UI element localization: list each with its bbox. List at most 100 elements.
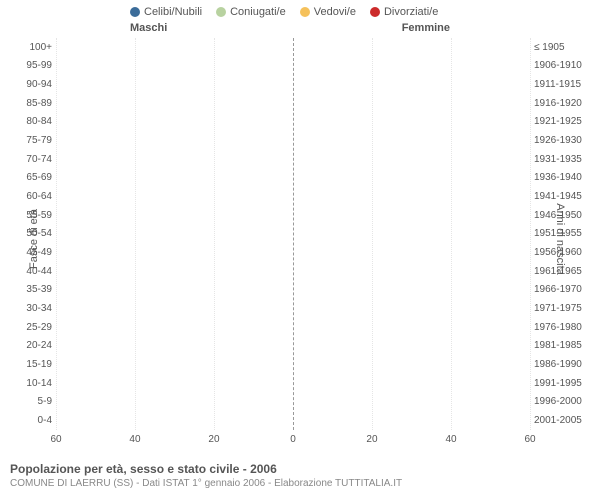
age-label: 75-79: [12, 135, 52, 146]
age-label: 95-99: [12, 60, 52, 71]
female-side: [293, 337, 530, 356]
male-side: [56, 225, 293, 244]
birth-label: 1956-1960: [534, 247, 594, 258]
birth-label: 1946-1950: [534, 210, 594, 221]
age-label: 100+: [12, 42, 52, 53]
age-row: 20-241981-1985: [56, 337, 530, 356]
birth-label: 1936-1940: [534, 172, 594, 183]
age-row: 5-91996-2000: [56, 393, 530, 412]
female-side: [293, 393, 530, 412]
female-side: [293, 169, 530, 188]
male-side: [56, 281, 293, 300]
age-label: 5-9: [12, 396, 52, 407]
age-label: 15-19: [12, 359, 52, 370]
gridline: [56, 38, 57, 430]
age-label: 55-59: [12, 210, 52, 221]
birth-label: 1996-2000: [534, 396, 594, 407]
birth-label: 1911-1915: [534, 79, 594, 90]
age-label: 10-14: [12, 378, 52, 389]
legend-swatch: [370, 7, 380, 17]
age-label: 85-89: [12, 98, 52, 109]
males-label: Maschi: [130, 22, 167, 34]
legend-item: Celibi/Nubili: [130, 6, 202, 18]
male-side: [56, 318, 293, 337]
birth-label: 1986-1990: [534, 359, 594, 370]
gridline: [372, 38, 373, 430]
legend-label: Vedovi/e: [314, 6, 356, 18]
legend-item: Vedovi/e: [300, 6, 356, 18]
male-side: [56, 131, 293, 150]
x-tick: 40: [129, 434, 140, 445]
age-row: 10-141991-1995: [56, 374, 530, 393]
age-row: 60-641941-1945: [56, 187, 530, 206]
age-row: 90-941911-1915: [56, 75, 530, 94]
age-row: 40-441961-1965: [56, 262, 530, 281]
age-row: 85-891916-1920: [56, 94, 530, 113]
legend-swatch: [300, 7, 310, 17]
age-label: 25-29: [12, 322, 52, 333]
female-side: [293, 374, 530, 393]
birth-label: 1931-1935: [534, 154, 594, 165]
female-side: [293, 411, 530, 430]
male-side: [56, 243, 293, 262]
age-row: 80-841921-1925: [56, 113, 530, 132]
birth-label: 1916-1920: [534, 98, 594, 109]
age-label: 60-64: [12, 191, 52, 202]
female-side: [293, 131, 530, 150]
legend: Celibi/Nubili Coniugati/e Vedovi/e Divorzia…: [0, 0, 600, 20]
age-row: 65-691936-1940: [56, 169, 530, 188]
pyramid-chart: Maschi Femmine Fasce di età Anni di nasc…: [0, 20, 600, 458]
male-side: [56, 57, 293, 76]
age-row: 50-541951-1955: [56, 225, 530, 244]
x-tick: 20: [366, 434, 377, 445]
age-row: 95-991906-1910: [56, 57, 530, 76]
legend-label: Divorziati/e: [384, 6, 438, 18]
male-side: [56, 337, 293, 356]
female-side: [293, 38, 530, 57]
female-side: [293, 94, 530, 113]
age-label: 30-34: [12, 303, 52, 314]
female-side: [293, 150, 530, 169]
birth-label: 2001-2005: [534, 415, 594, 426]
female-side: [293, 57, 530, 76]
age-row: 55-591946-1950: [56, 206, 530, 225]
female-side: [293, 299, 530, 318]
male-side: [56, 150, 293, 169]
birth-label: 1971-1975: [534, 303, 594, 314]
female-side: [293, 225, 530, 244]
x-tick: 60: [50, 434, 61, 445]
female-side: [293, 262, 530, 281]
female-side: [293, 243, 530, 262]
male-side: [56, 393, 293, 412]
age-row: 0-42001-2005: [56, 411, 530, 430]
female-side: [293, 355, 530, 374]
male-side: [56, 355, 293, 374]
x-tick: 40: [445, 434, 456, 445]
age-label: 65-69: [12, 172, 52, 183]
male-side: [56, 299, 293, 318]
birth-label: 1966-1970: [534, 284, 594, 295]
legend-label: Celibi/Nubili: [144, 6, 202, 18]
x-tick: 60: [524, 434, 535, 445]
gridline: [451, 38, 452, 430]
legend-label: Coniugati/e: [230, 6, 286, 18]
male-side: [56, 38, 293, 57]
male-side: [56, 262, 293, 281]
female-side: [293, 318, 530, 337]
birth-label: 1981-1985: [534, 340, 594, 351]
age-row: 75-791926-1930: [56, 131, 530, 150]
male-side: [56, 411, 293, 430]
chart-subtitle: COMUNE DI LAERRU (SS) - Dati ISTAT 1° ge…: [10, 476, 600, 489]
legend-swatch: [130, 7, 140, 17]
male-side: [56, 113, 293, 132]
age-label: 80-84: [12, 116, 52, 127]
legend-swatch: [216, 7, 226, 17]
gridline: [214, 38, 215, 430]
females-label: Femmine: [402, 22, 450, 34]
age-label: 70-74: [12, 154, 52, 165]
female-side: [293, 75, 530, 94]
birth-label: 1941-1945: [534, 191, 594, 202]
age-row: 35-391966-1970: [56, 281, 530, 300]
female-side: [293, 281, 530, 300]
age-label: 20-24: [12, 340, 52, 351]
